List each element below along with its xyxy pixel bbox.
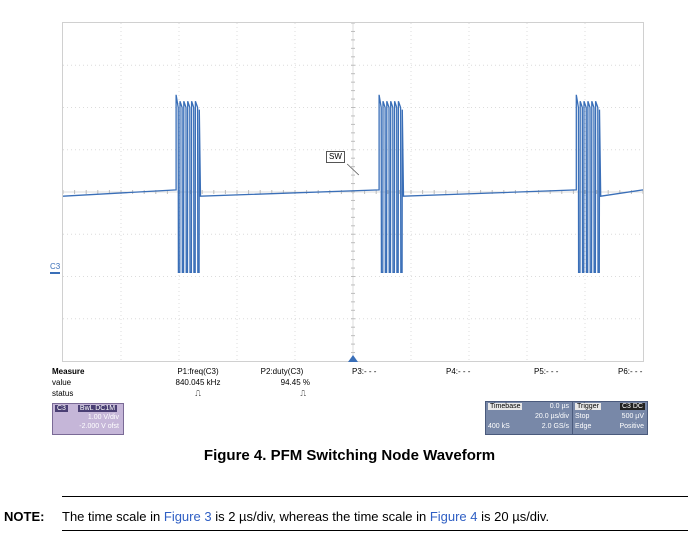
trigger-box: Trigger C3 DC Stop 500 µV Edge Positive [572,401,648,435]
note-top-rule [62,496,688,497]
param-name: P6:- - - [618,367,643,376]
figure-3-link[interactable]: Figure 3 [163,509,212,524]
measure-param-p3: P3:- - - [352,366,412,377]
measure-header: Measure [52,367,85,376]
param-value: 94.45 % [280,378,310,387]
trace-label-pointer [346,163,360,176]
trigger-label: Trigger [575,403,601,410]
param-status: ⎍ [300,389,306,398]
param-status: ⎍ [195,389,201,398]
channel-settings-box: C3 BwL DC1M 1.00 V/div -2.000 V ofst [52,403,124,435]
trigger-marker [348,355,358,362]
note-text-2: is 2 µs/div, whereas the time scale in [211,509,430,524]
trace-label-sw: SW [326,151,345,163]
timebase-samples: 400 kS [488,423,510,430]
note-text-1: The time scale in [62,509,164,524]
figure-4-link[interactable]: Figure 4 [429,509,478,524]
param-name: P2:duty(C3) [260,367,304,376]
trigger-level: 500 µV [621,413,644,420]
sw-waveform-trace [62,94,644,273]
param-name: P3:- - - [352,367,377,376]
measure-param-p1: P1:freq(C3) 840.045 kHz ⎍ [168,366,228,399]
trigger-mode: Stop [575,413,590,420]
timebase-label: Timebase [488,403,523,410]
param-name: P4:- - - [446,367,471,376]
timebase-sample-rate: 2.0 GS/s [541,423,569,430]
channel-offset: -2.000 V ofst [79,423,119,430]
measure-row-value: value [52,378,72,387]
trigger-slope: Positive [619,423,644,430]
note-bottom-rule [62,530,688,531]
param-name: P5:- - - [534,367,559,376]
timebase-time-div: 20.0 µs/div [535,413,569,420]
channel-mode: BwL DC1M [77,405,118,412]
trigger-tag: C3 DC [619,403,645,410]
measure-param-p4: P4:- - - [446,366,506,377]
timebase-box: Timebase 0.0 µs 20.0 µs/div 400 kS 2.0 G… [485,401,573,435]
oscilloscope-capture: C3 SW Measure value status P1:freq(C3) 8… [50,22,658,435]
scope-screen [62,22,644,362]
note-label: NOTE: [4,509,45,524]
measure-param-p5: P5:- - - [534,366,594,377]
measure-row-status: status [52,389,74,398]
note-text-3: is 20 µs/div. [477,509,550,524]
measure-param-p6: P6:- - - [618,366,658,377]
trigger-type: Edge [575,423,592,430]
channel-tags: C3 BwL DC1M [55,405,118,412]
channel-marker: C3 [50,262,61,274]
note: NOTE: The time scale in Figure 3 is 2 µs/… [4,509,549,524]
timebase-delay: 0.0 µs [549,403,569,410]
figure-caption: Figure 4. PFM Switching Node Waveform [203,447,496,464]
channel-volts-div: 1.00 V/div [87,414,119,421]
param-name: P1:freq(C3) [177,367,219,376]
waveform-plot [62,22,644,362]
channel-tag: C3 [55,405,68,412]
param-value: 840.045 kHz [175,378,221,387]
measure-param-p2: P2:duty(C3) 94.45 % ⎍ [252,366,312,399]
